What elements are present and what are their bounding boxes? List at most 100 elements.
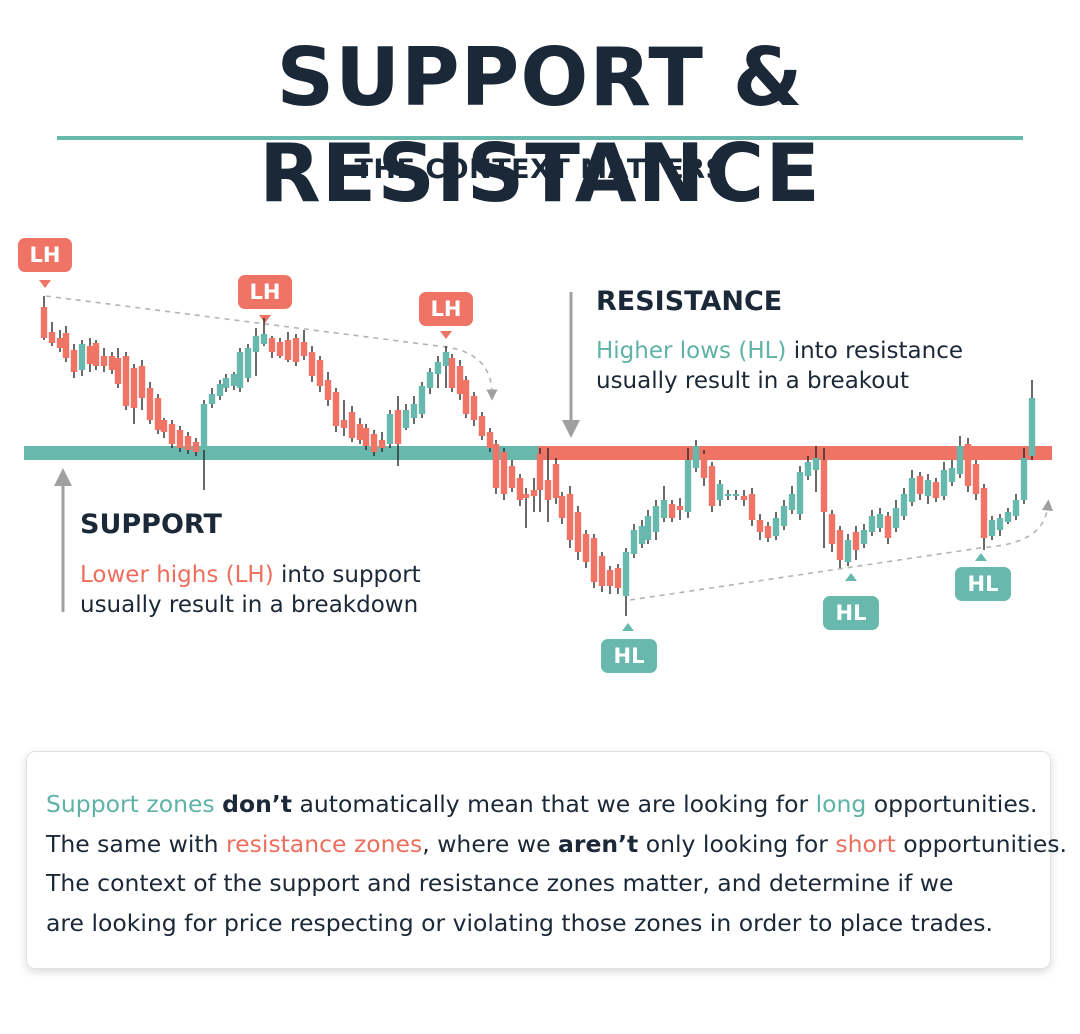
bearish-candle — [884, 516, 892, 538]
bearish-candle — [508, 466, 516, 488]
bullish-candle — [844, 540, 852, 562]
bullish-candle — [1028, 398, 1036, 456]
resistance-heading: RESISTANCE — [596, 286, 783, 317]
bullish-candle — [222, 378, 230, 388]
bearish-candle — [676, 506, 684, 510]
bearish-candle — [522, 494, 530, 498]
summary-text-fragment: automatically mean that we are looking f… — [292, 790, 816, 818]
bearish-candle — [748, 494, 756, 520]
bullish-candle — [724, 494, 732, 496]
summary-line-1: Support zones don’t automatically mean t… — [46, 785, 1056, 825]
bearish-candle — [394, 410, 402, 444]
bullish-candle — [956, 446, 964, 474]
bullish-candle — [780, 506, 788, 526]
lh-label-2: LH — [238, 275, 292, 309]
bearish-candle — [348, 412, 356, 438]
bearish-candle — [308, 352, 316, 376]
bearish-candle — [478, 416, 486, 436]
bullish-candle — [1004, 512, 1012, 522]
bullish-candle — [996, 518, 1004, 530]
lh-label-1: LH — [18, 238, 72, 272]
bearish-candle — [614, 568, 622, 588]
bearish-candle — [378, 440, 386, 448]
bullish-candle — [638, 526, 646, 544]
bearish-candle — [820, 460, 828, 512]
bearish-candle — [362, 428, 370, 446]
bullish-candle — [804, 462, 812, 476]
bullish-candle — [988, 520, 996, 536]
bearish-candle — [114, 358, 122, 384]
lh-label-3: LH — [419, 292, 473, 326]
support-line2: usually result in a breakdown — [80, 592, 419, 618]
bearish-candle — [292, 338, 300, 362]
bearish-candle — [154, 398, 162, 430]
bearish-candle — [332, 392, 340, 426]
bearish-candle — [516, 478, 524, 500]
bearish-candle — [176, 430, 184, 448]
hl-marker-1-pointer — [622, 623, 634, 631]
lh-marker-1-pointer — [39, 280, 51, 288]
bullish-candle — [716, 484, 724, 500]
bullish-candle — [426, 372, 434, 388]
hl-label-2: HL — [823, 596, 879, 630]
bullish-candle — [908, 478, 916, 502]
bearish-candle — [980, 488, 988, 538]
bearish-candle — [536, 454, 544, 490]
bullish-candle — [788, 494, 796, 510]
summary-text-fragment: opportunities. — [866, 790, 1038, 818]
summary-line-4: are looking for price respecting or viol… — [46, 908, 993, 937]
bearish-candle — [168, 424, 176, 444]
bullish-candle — [684, 460, 692, 512]
bullish-candle — [1012, 500, 1020, 516]
bullish-candle — [216, 384, 224, 396]
bearish-candle — [462, 380, 470, 414]
higher-lows-trendline — [629, 499, 1054, 601]
bullish-candle — [200, 404, 208, 450]
bearish-candle — [40, 307, 48, 338]
lh-marker-2-pointer — [259, 315, 271, 323]
bullish-candle — [252, 336, 260, 352]
bearish-candle — [828, 514, 836, 544]
bullish-candle — [630, 530, 638, 554]
bearish-candle — [160, 420, 168, 432]
bearish-candle — [316, 360, 324, 386]
bearish-candle — [552, 464, 560, 498]
support-arrowhead — [54, 468, 72, 486]
title-divider — [57, 136, 1023, 140]
bearish-candle — [740, 496, 748, 500]
bearish-candle — [582, 534, 590, 562]
summary-text-fragment: opportunities. — [895, 829, 1067, 858]
bearish-candle — [130, 368, 138, 408]
bearish-candle — [598, 556, 606, 586]
resistance-zones-term: resistance zones — [225, 829, 423, 858]
bearish-candle — [486, 432, 494, 448]
bearish-candle — [700, 454, 708, 478]
bullish-candle — [660, 500, 668, 518]
hl-label-1: HL — [601, 639, 657, 673]
bullish-candle — [860, 530, 868, 544]
bearish-candle — [590, 538, 598, 582]
page-subtitle: THE CONTEXT MATTERS — [354, 154, 726, 185]
bearish-candle — [448, 358, 456, 388]
bullish-candle — [892, 508, 900, 528]
summary-text-fragment: The same with — [46, 829, 226, 858]
lh-marker-3-pointer — [440, 331, 452, 339]
hl-marker-2-pointer — [845, 573, 857, 581]
bullish-candle — [622, 552, 630, 596]
resistance-line2: usually result in a breakout — [596, 368, 909, 394]
bullish-candle — [1020, 458, 1028, 500]
bearish-candle — [146, 388, 154, 420]
bearish-candle — [340, 420, 348, 428]
bullish-candle — [732, 494, 740, 496]
summary-line-2: The same with resistance zones, where we… — [46, 825, 1067, 865]
bullish-candle — [692, 446, 700, 468]
bearish-candle — [470, 396, 478, 420]
bullish-candle — [78, 344, 86, 370]
arent-emphasis: aren’t — [558, 829, 639, 858]
bearish-candle — [192, 442, 200, 452]
bearish-candle — [456, 366, 464, 394]
bullish-candle — [236, 352, 244, 388]
summary-text-fragment: , where we — [422, 829, 558, 858]
resistance-arrowhead — [562, 420, 580, 438]
bearish-candle — [100, 356, 108, 366]
